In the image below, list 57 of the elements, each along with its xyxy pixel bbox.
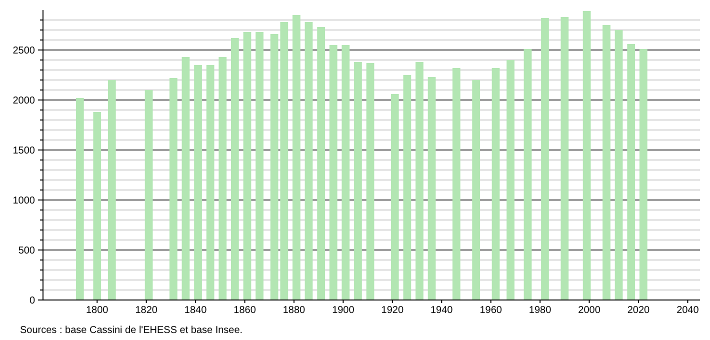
x-tick-label: 1940 (430, 305, 454, 316)
bar (182, 57, 190, 300)
bar (144, 90, 153, 300)
bar (627, 44, 636, 300)
bar (639, 49, 648, 300)
x-tick-label: 2000 (578, 305, 601, 316)
bar (243, 32, 252, 300)
bar (524, 49, 532, 300)
bar (614, 30, 623, 300)
bar (76, 98, 84, 300)
bar (403, 75, 412, 300)
bar (582, 11, 591, 300)
bar (230, 38, 239, 300)
bar (560, 17, 569, 300)
x-tick-label: 1980 (528, 305, 552, 316)
x-tick-label: 1880 (282, 305, 306, 316)
bar (218, 57, 227, 300)
x-tick-label: 1840 (184, 305, 208, 316)
x-tick-label: 1860 (234, 305, 256, 316)
y-tick-label: 0 (29, 296, 36, 306)
bar (93, 112, 102, 300)
bar (416, 62, 424, 300)
bar (428, 77, 436, 300)
bar (506, 60, 514, 300)
x-tick-label: 1800 (86, 305, 109, 316)
y-tick-label: 2000 (12, 96, 36, 106)
bar (256, 32, 264, 300)
bar (390, 94, 399, 300)
bar (329, 45, 338, 300)
bar (169, 78, 178, 300)
bar (472, 80, 480, 300)
x-tick-label: 1960 (480, 305, 502, 316)
bar (492, 68, 500, 300)
y-tick-label: 1500 (12, 146, 36, 156)
bar (280, 22, 288, 300)
x-tick-label: 1820 (135, 305, 158, 316)
source-note: Sources : base Cassini de l'EHESS et base Insee. (20, 325, 243, 336)
bar (304, 22, 313, 300)
bar (602, 25, 610, 300)
x-tick-label: 1900 (332, 305, 355, 316)
bar (108, 80, 116, 300)
bar (194, 65, 202, 300)
x-tick-label: 1920 (381, 305, 404, 316)
bar (366, 63, 374, 300)
y-tick-label: 2500 (12, 46, 36, 56)
bar (292, 15, 300, 300)
bar (452, 68, 460, 300)
bar (206, 65, 214, 300)
x-tick-label: 2040 (676, 305, 700, 316)
bar (541, 18, 549, 300)
bar (317, 27, 325, 300)
x-tick-label: 2020 (627, 305, 650, 316)
bar (270, 34, 278, 300)
bar (354, 62, 362, 300)
bar (342, 45, 350, 300)
y-tick-label: 500 (18, 246, 36, 256)
y-tick-label: 1000 (12, 196, 36, 206)
